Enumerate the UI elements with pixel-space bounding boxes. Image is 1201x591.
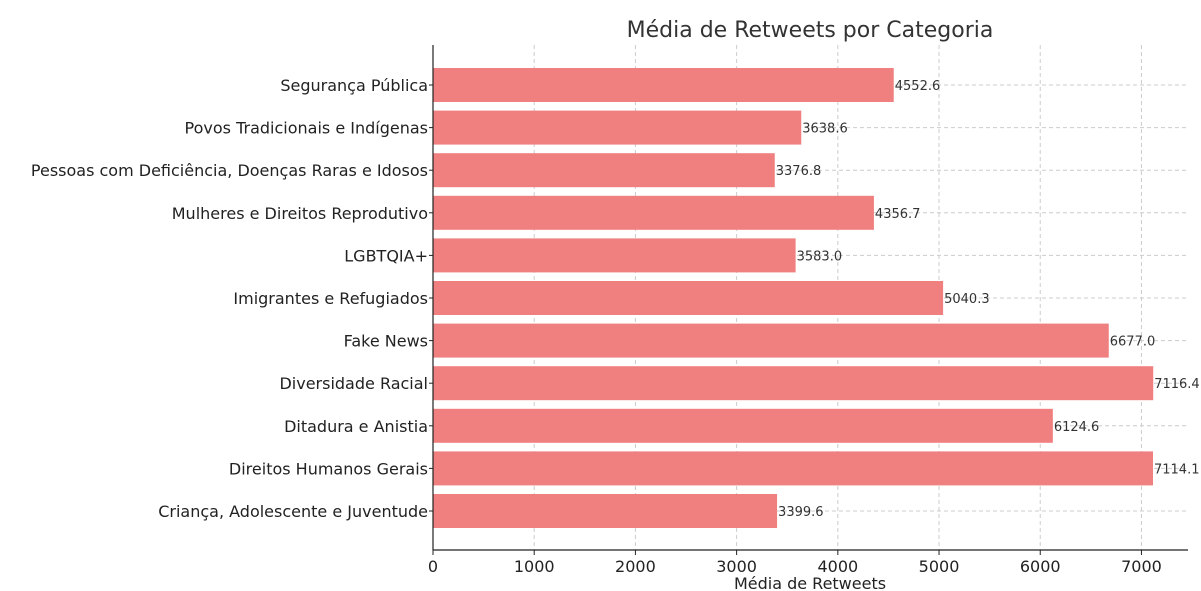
x-tick-label: 6000 <box>1020 557 1061 576</box>
data-label: 3399.6 <box>778 505 824 520</box>
x-axis-title: Média de Retweets <box>734 574 886 591</box>
category-label: Segurança Pública <box>280 76 428 95</box>
category-label: Mulheres e Direitos Reprodutivo <box>172 204 428 223</box>
data-label: 4552.6 <box>895 79 941 94</box>
bar <box>433 323 1109 358</box>
bar <box>433 110 802 145</box>
x-tick-label: 5000 <box>919 557 960 576</box>
bar <box>433 68 894 102</box>
bar <box>433 153 775 188</box>
data-label: 7114.1 <box>1154 462 1200 477</box>
category-label: Direitos Humanos Gerais <box>229 459 428 478</box>
axis-layer: 0 1000 2000 3000 4000 5000 6000 7000 <box>428 45 1188 576</box>
category-label: Imigrantes e Refugiados <box>233 289 428 308</box>
data-label: 4356.7 <box>875 207 921 222</box>
data-label: 3638.6 <box>802 122 848 137</box>
data-label: 3376.8 <box>776 164 822 179</box>
category-label: LGBTQIA+ <box>344 246 428 265</box>
data-label: 3583.0 <box>797 249 843 264</box>
category-label: Pessoas com Deficiência, Doenças Raras e… <box>31 161 428 180</box>
category-label: Ditadura e Anistia <box>284 417 428 436</box>
x-tick-label: 3000 <box>716 557 757 576</box>
label-layer: Criança, Adolescente e Juventude 3399.6 Di… <box>31 76 1200 521</box>
bar <box>433 195 874 230</box>
x-tick-label: 0 <box>428 557 438 576</box>
category-label: Povos Tradicionais e Indígenas <box>185 119 428 138</box>
x-tick-label: 7000 <box>1121 557 1162 576</box>
bar <box>433 281 944 315</box>
data-label: 6677.0 <box>1110 335 1156 350</box>
data-label: 7116.4 <box>1154 377 1200 392</box>
category-label: Criança, Adolescente e Juventude <box>158 502 428 521</box>
data-label: 6124.6 <box>1054 420 1100 435</box>
bar <box>433 408 1053 443</box>
bar <box>433 238 796 273</box>
bar <box>433 451 1153 486</box>
x-tick-label: 1000 <box>514 557 555 576</box>
data-label: 5040.3 <box>944 292 990 307</box>
bar-layer <box>433 68 1154 528</box>
category-label: Diversidade Racial <box>279 374 428 393</box>
category-label: Fake News <box>344 332 428 351</box>
bar <box>433 494 778 528</box>
bar <box>433 366 1154 401</box>
x-tick-label: 4000 <box>817 557 858 576</box>
chart-title: Média de Retweets por Categoria <box>627 18 994 43</box>
x-tick-label: 2000 <box>615 557 656 576</box>
